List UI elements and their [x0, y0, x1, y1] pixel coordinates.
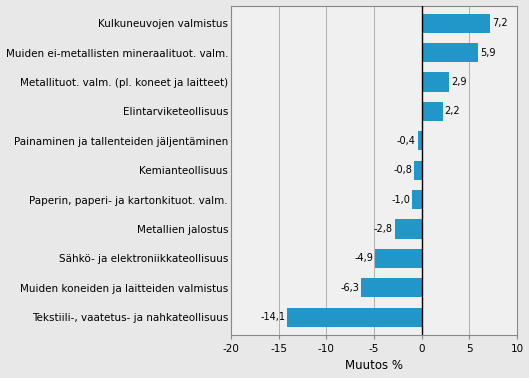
Text: 7,2: 7,2	[492, 18, 508, 28]
Bar	[418, 131, 422, 150]
Bar	[422, 73, 449, 91]
Bar	[422, 102, 443, 121]
Text: -1,0: -1,0	[391, 195, 410, 204]
Text: 2,2: 2,2	[444, 106, 460, 116]
Bar	[414, 161, 422, 180]
Bar	[361, 278, 422, 297]
Bar	[412, 190, 422, 209]
Text: -14,1: -14,1	[260, 312, 285, 322]
Bar	[395, 220, 422, 239]
Text: -2,8: -2,8	[374, 224, 393, 234]
Text: -0,8: -0,8	[393, 165, 412, 175]
Bar	[422, 43, 478, 62]
Bar	[375, 249, 422, 268]
Text: -6,3: -6,3	[341, 283, 360, 293]
Bar	[287, 308, 422, 327]
Text: -4,9: -4,9	[354, 253, 373, 263]
X-axis label: Muutos %: Muutos %	[345, 359, 403, 372]
Text: -0,4: -0,4	[397, 136, 416, 146]
Bar	[422, 14, 490, 33]
Text: 2,9: 2,9	[451, 77, 467, 87]
Text: 5,9: 5,9	[480, 48, 495, 57]
